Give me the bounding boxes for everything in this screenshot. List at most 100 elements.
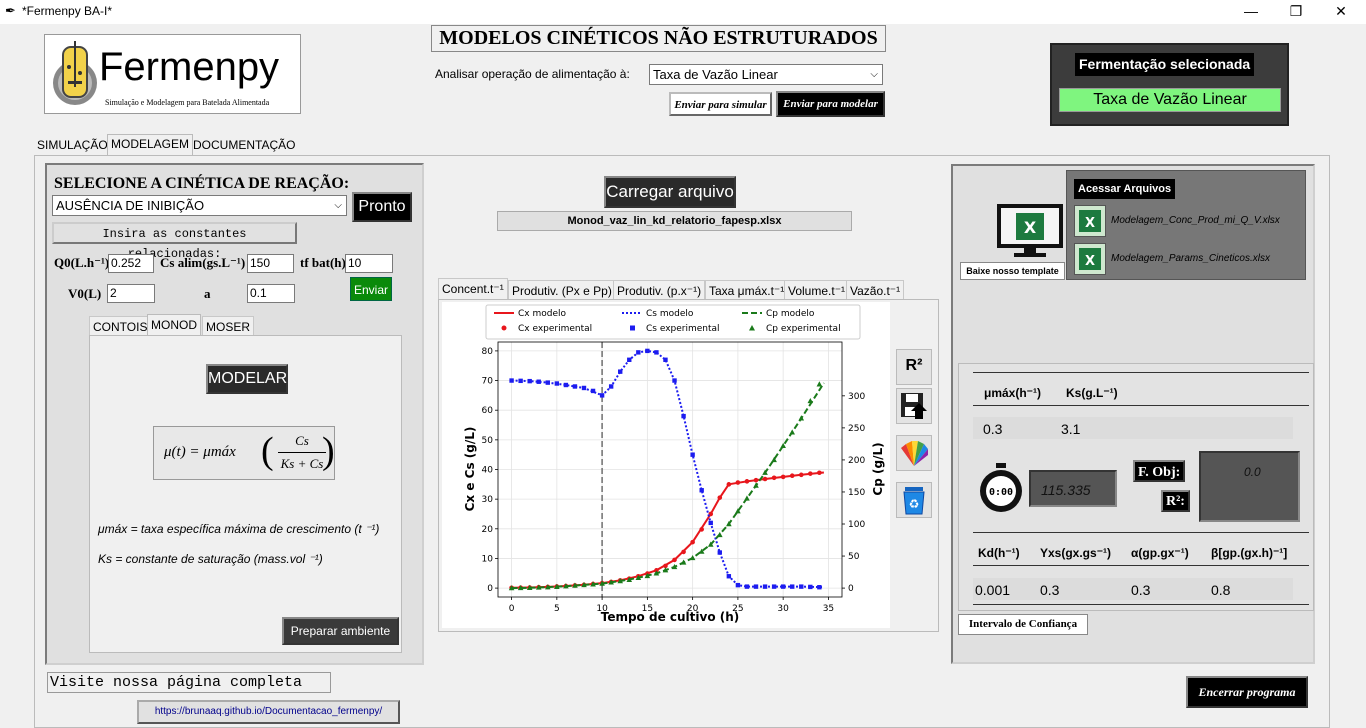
data-point	[626, 576, 633, 582]
logo-tagline: Simulação e Modelagem para Batelada Alim…	[105, 98, 270, 107]
data-point	[627, 357, 632, 362]
tf-bat-input[interactable]: 10	[345, 254, 393, 273]
tab-flowrate[interactable]: Vazão.t⁻¹	[846, 280, 905, 300]
legend-label: Cs modelo	[646, 309, 694, 319]
send-constants-button[interactable]: Enviar	[350, 277, 392, 301]
model-button[interactable]: MODELAR	[206, 364, 288, 394]
svg-text:X: X	[1085, 254, 1095, 269]
tab-simulacao[interactable]: SIMULAÇÃO	[37, 138, 108, 152]
send-model-button[interactable]: Enviar para modelar	[776, 91, 885, 117]
close-button[interactable]: ✕	[1335, 3, 1347, 19]
tab-documentacao[interactable]: DOCUMENTAÇÃO	[193, 138, 296, 152]
exit-program-button[interactable]: Encerrar programa	[1186, 676, 1308, 708]
legend-label: Cp modelo	[766, 309, 815, 319]
feather-icon: ✒	[5, 3, 16, 18]
file-link-2[interactable]: Modelagem_Params_Cineticos.xlsx	[1111, 253, 1270, 264]
kd-value: 0.001	[975, 582, 1011, 598]
data-point	[771, 475, 777, 481]
logo: Fermenpy Simulação e Modelagem para Bate…	[44, 34, 301, 114]
data-point	[608, 579, 614, 585]
data-point	[817, 585, 822, 590]
v0-input[interactable]: 2	[107, 284, 155, 303]
stoichiometric-values-row	[973, 578, 1293, 600]
y2-tick-label: 100	[848, 520, 865, 530]
kinetics-select-value: AUSÊNCIA DE INIBIÇÃO	[56, 198, 205, 213]
restore-button[interactable]: ❐	[1289, 3, 1303, 19]
kd-label: Kd(h⁻¹)	[978, 546, 1020, 560]
excel-file-icon[interactable]: X	[1074, 243, 1106, 275]
tab-monod[interactable]: MONOD	[147, 314, 201, 336]
monod-equation: μ(t) = μmáx ( Cs Ks + Cs )	[153, 426, 335, 480]
y2-tick-label: 0	[848, 584, 854, 594]
constants-button[interactable]: Insira as constantes relacionadas:	[52, 222, 297, 261]
window-title: *Fermenpy BA-I*	[22, 4, 113, 18]
beta-label: β[gp.(gx.h)⁻¹]	[1211, 546, 1288, 560]
feed-select-value: Taxa de Vazão Linear	[653, 67, 778, 82]
elapsed-time-display: 115.335	[1029, 470, 1117, 507]
excel-file-icon[interactable]: X	[1074, 205, 1106, 237]
ready-button[interactable]: Pronto	[352, 192, 412, 222]
data-point	[744, 479, 750, 484]
data-point	[698, 548, 705, 554]
prepare-environment-button[interactable]: Preparar ambiente	[282, 617, 399, 645]
chart-series	[508, 342, 825, 597]
data-point	[780, 474, 786, 480]
minimize-button[interactable]: —	[1244, 3, 1258, 19]
confidence-interval-button[interactable]: Intervalo de Confiança	[958, 614, 1088, 635]
parameters-panel: μmáx(h⁻¹) Ks(g.L⁻¹) 0.3 3.1 0:00 115.335…	[958, 363, 1314, 611]
data-point	[508, 585, 515, 591]
data-point	[762, 469, 768, 475]
tab-modelagem[interactable]: MODELAGEM	[107, 134, 194, 155]
save-icon[interactable]	[896, 388, 932, 424]
send-simulate-button[interactable]: Enviar para simular	[669, 92, 772, 116]
chart-legend	[485, 304, 861, 340]
data-point	[726, 482, 732, 487]
stopwatch-time: 0:00	[989, 487, 1013, 498]
right-paren: )	[322, 430, 335, 472]
equation-lhs: μ(t) = μmáx	[164, 444, 236, 460]
y-tick-label: 70	[482, 377, 494, 387]
cs-alim-input[interactable]: 150	[247, 254, 294, 273]
q0-input[interactable]: 0.252	[108, 254, 154, 273]
data-point	[663, 357, 668, 362]
data-point	[744, 584, 750, 589]
tab-productivity-px-pp[interactable]: Produtiv. (Px e Pp)	[508, 280, 616, 300]
recycle-bin-icon[interactable]: ♻	[896, 482, 932, 518]
excel-monitor-icon[interactable]: X	[996, 203, 1064, 259]
stopwatch-icon: 0:00	[980, 463, 1022, 512]
template-download-button[interactable]: Baixe nosso template	[960, 262, 1065, 280]
tab-contois[interactable]: CONTOIS	[89, 316, 152, 336]
divider	[973, 565, 1309, 566]
data-point	[735, 508, 741, 514]
file-link-1[interactable]: Modelagem_Conc_Prod_mi_Q_V.xlsx	[1111, 215, 1280, 226]
data-point	[717, 550, 722, 555]
data-point	[744, 495, 750, 501]
data-point	[608, 384, 614, 389]
x-tick-label: 25	[732, 604, 743, 614]
load-file-button[interactable]: Carregar arquivo	[604, 176, 736, 208]
tab-productivity-px[interactable]: Produtiv. (p.x⁻¹)	[613, 280, 706, 300]
y-tick-label: 40	[482, 466, 494, 476]
feed-select[interactable]: Taxa de Vazão Linear ⌵	[649, 64, 883, 85]
kinetics-select[interactable]: AUSÊNCIA DE INIBIÇÃO ⌵	[52, 195, 347, 216]
data-point	[780, 584, 786, 589]
umax-definition: μmáx = taxa específica máxima de crescim…	[98, 522, 380, 536]
color-palette-icon[interactable]	[896, 435, 932, 471]
tab-volume[interactable]: Volume.t⁻¹	[784, 280, 850, 300]
r2-button[interactable]: R²	[896, 349, 932, 385]
tab-concentration[interactable]: Concent.t⁻¹	[438, 278, 508, 300]
loaded-filename: Monod_vaz_lin_kd_relatorio_fapesp.xlsx	[497, 211, 852, 231]
data-point	[535, 584, 542, 590]
x-tick-label: 15	[642, 604, 653, 614]
equation-numerator: Cs	[295, 433, 309, 448]
a-input[interactable]: 0.1	[247, 284, 295, 303]
data-point	[662, 567, 669, 573]
tab-umax[interactable]: Taxa μmáx.t⁻¹	[705, 280, 789, 300]
x-tick-label: 10	[596, 604, 608, 614]
elapsed-time-value: 115.335	[1041, 482, 1091, 498]
data-point	[798, 472, 804, 478]
tab-moser[interactable]: MOSER	[202, 316, 255, 336]
page-title: MODELOS CINÉTICOS NÃO ESTRUTURADOS	[431, 25, 886, 52]
cs-alim-label: Cs alim(gs.L⁻¹)	[160, 255, 246, 270]
documentation-link[interactable]: https://brunaaq.github.io/Documentacao_f…	[137, 700, 400, 724]
